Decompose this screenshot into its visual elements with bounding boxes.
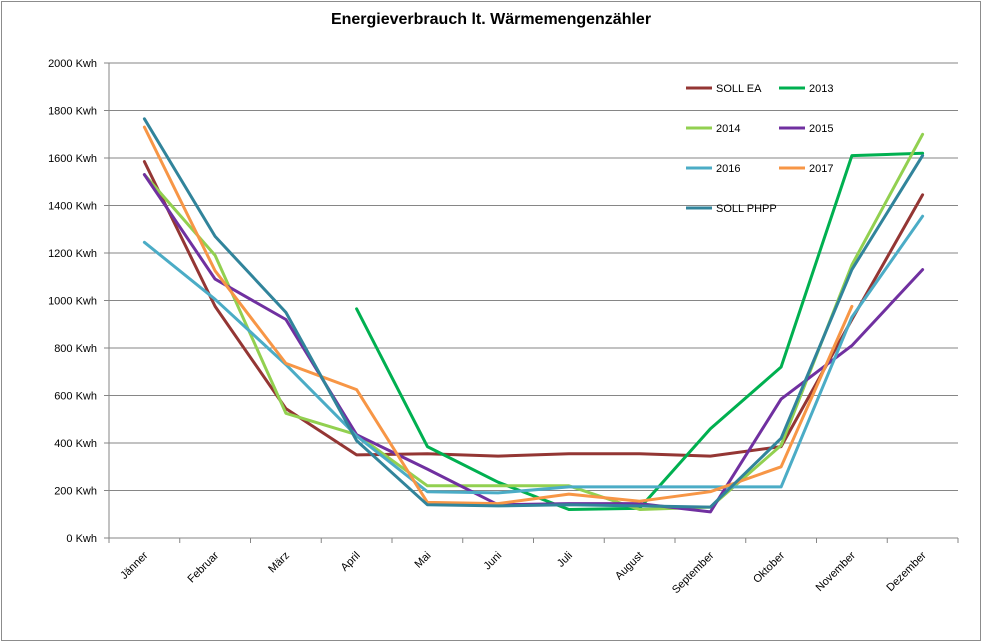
x-tick-label: Juli [555, 550, 575, 570]
series-line-2016 [142, 214, 925, 495]
x-tick-label: Oktober [751, 549, 787, 585]
x-tick-label: November [814, 549, 859, 594]
y-tick-label: 600 Kwh [54, 391, 97, 403]
y-tick-label: 200 Kwh [54, 486, 97, 498]
series-line-soll-ea [142, 160, 925, 458]
x-tick-label: April [339, 550, 363, 574]
x-tick-label: Dezember [884, 549, 929, 594]
y-tick-label: 800 Kwh [54, 343, 97, 355]
x-tick-label: März [266, 550, 292, 576]
series-line-soll-phpp [142, 117, 925, 509]
legend-label: 2016 [716, 163, 740, 175]
legend-label: 2017 [809, 163, 833, 175]
y-tick-label: 0 Kwh [66, 533, 97, 545]
x-tick-label: Mai [412, 550, 433, 571]
y-tick-label: 2000 Kwh [48, 58, 97, 70]
legend-label: SOLL EA [716, 83, 762, 95]
y-tick-label: 400 Kwh [54, 438, 97, 450]
x-tick-label: September [670, 549, 717, 596]
series-line-2017 [142, 125, 854, 506]
y-tick-label: 1800 Kwh [48, 106, 97, 118]
series-line-2013 [355, 151, 925, 511]
legend-label: 2015 [809, 123, 833, 135]
x-tick-label: Februar [186, 549, 222, 585]
x-tick-label: Juni [481, 550, 504, 573]
y-tick-label: 1400 Kwh [48, 201, 97, 213]
x-tick-label: Jänner [118, 549, 151, 582]
legend-label: 2013 [809, 83, 833, 95]
legend-label: SOLL PHPP [716, 203, 777, 215]
y-tick-label: 1200 Kwh [48, 248, 97, 260]
x-tick-label: August [613, 550, 646, 583]
y-tick-label: 1000 Kwh [48, 296, 97, 308]
chart-title: Energieverbrauch lt. Wärmemengenzähler [330, 11, 652, 28]
y-tick-label: 1600 Kwh [48, 153, 97, 165]
series-line-2014 [142, 132, 925, 511]
legend-label: 2014 [716, 123, 740, 135]
